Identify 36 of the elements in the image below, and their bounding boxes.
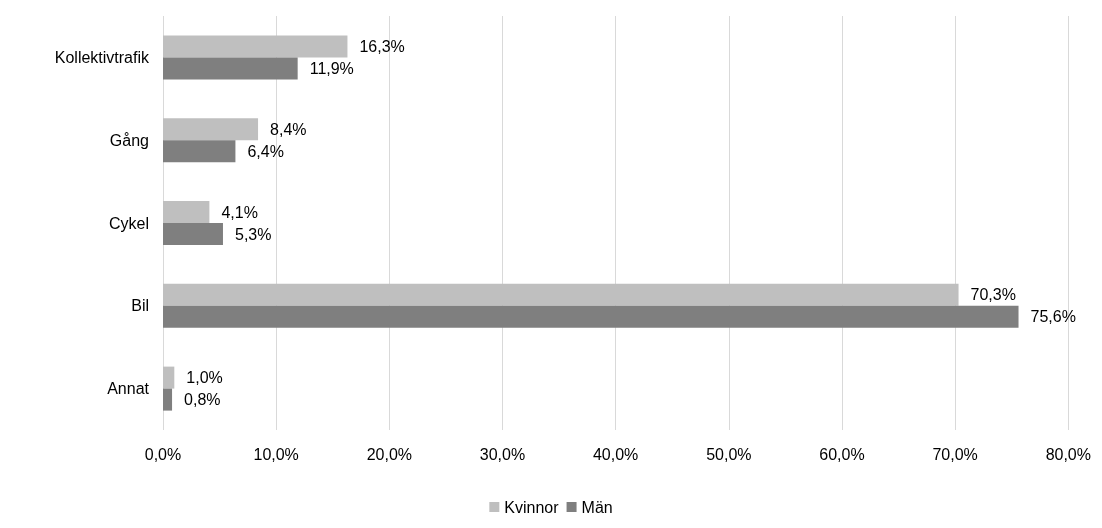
- x-tick-label: 20,0%: [366, 445, 413, 463]
- legend-label: Kvinnor: [504, 498, 560, 516]
- y-tick-label: Bil: [131, 297, 149, 315]
- y-tick-label: Kollektivtrafik: [54, 48, 150, 66]
- legend-label: Män: [581, 498, 613, 516]
- data-label: 70,3%: [970, 286, 1016, 304]
- bar: [163, 201, 210, 223]
- x-tick-label: 80,0%: [1045, 445, 1091, 463]
- bar: [163, 35, 348, 58]
- bar: [163, 223, 223, 245]
- y-tick-label: Gång: [109, 131, 149, 149]
- x-tick-label: 40,0%: [592, 445, 639, 463]
- x-tick-label: 60,0%: [819, 445, 865, 463]
- data-label: 6,4%: [247, 142, 284, 160]
- data-label: 16,3%: [359, 37, 405, 55]
- bar: [163, 118, 259, 141]
- data-label: 75,6%: [1030, 308, 1076, 326]
- data-label: 11,9%: [309, 59, 354, 77]
- x-tick-label: 0,0%: [144, 445, 182, 463]
- bar: [163, 388, 173, 411]
- y-tick-label: Cykel: [108, 214, 149, 232]
- data-label: 0,8%: [184, 391, 221, 409]
- x-tick-label: 50,0%: [706, 445, 752, 463]
- bar: [163, 140, 236, 163]
- bar: [163, 283, 959, 306]
- data-label: 4,1%: [221, 203, 258, 221]
- data-label: 8,4%: [270, 120, 307, 138]
- bar: [163, 366, 175, 389]
- x-tick-label: 30,0%: [479, 445, 526, 463]
- data-label: 1,0%: [186, 369, 223, 387]
- bar: [163, 305, 1019, 328]
- bar: [163, 57, 298, 80]
- x-tick-label: 10,0%: [253, 445, 299, 463]
- data-label: 5,3%: [234, 225, 272, 243]
- y-tick-label: Annat: [107, 380, 150, 398]
- x-tick-label: 70,0%: [932, 445, 978, 463]
